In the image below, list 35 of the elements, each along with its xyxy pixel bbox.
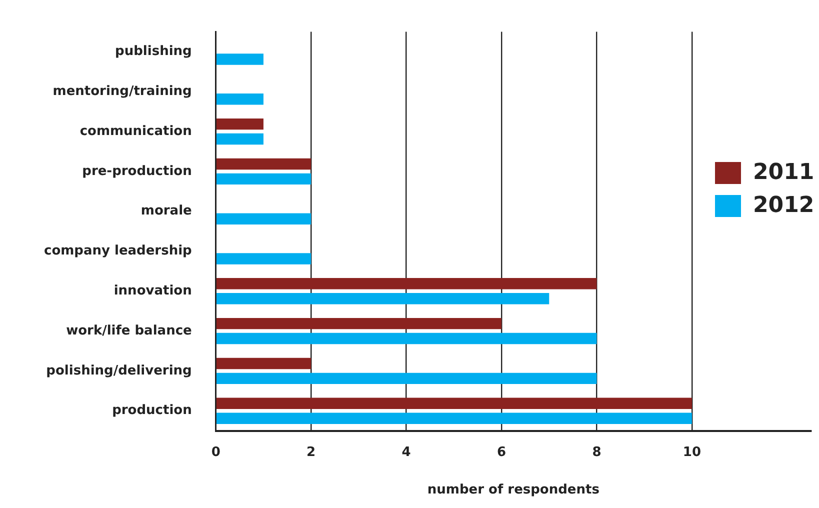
y-tick-label: morale — [140, 204, 192, 219]
bar — [216, 213, 312, 224]
bar — [216, 133, 264, 145]
y-tick-label: pre-production — [82, 164, 192, 179]
bar — [216, 358, 312, 370]
x-tick-label: 10 — [682, 444, 702, 460]
y-tick-label: publishing — [115, 44, 192, 60]
x-tick-label: 8 — [592, 444, 602, 460]
bar — [216, 54, 264, 65]
bar — [216, 293, 550, 304]
y-tick-label: production — [112, 403, 192, 418]
bar — [216, 332, 597, 344]
x-tick-label: 0 — [211, 444, 220, 460]
bar — [216, 173, 312, 185]
legend-label: 2011 — [753, 160, 814, 185]
bar — [216, 118, 264, 130]
legend-label: 2012 — [753, 193, 814, 218]
bar — [216, 318, 502, 330]
bar — [216, 94, 264, 105]
x-tick-label: 6 — [497, 444, 506, 460]
x-axis-title: number of respondents — [427, 482, 600, 498]
y-tick-label: mentoring/training — [52, 84, 192, 100]
bar — [216, 412, 692, 424]
bar — [216, 158, 312, 170]
y-tick-label: communication — [80, 124, 192, 139]
y-tick-label: company leadership — [44, 244, 192, 259]
y-tick-label: polishing/delivering — [46, 363, 192, 378]
x-tick-label: 4 — [402, 444, 411, 460]
bar — [216, 278, 597, 290]
y-tick-label: innovation — [114, 284, 192, 299]
x-tick-label: 2 — [306, 444, 316, 460]
y-tick-label: work/life balance — [66, 323, 192, 338]
bar — [216, 398, 692, 409]
bar — [216, 372, 597, 384]
bar — [216, 253, 312, 264]
